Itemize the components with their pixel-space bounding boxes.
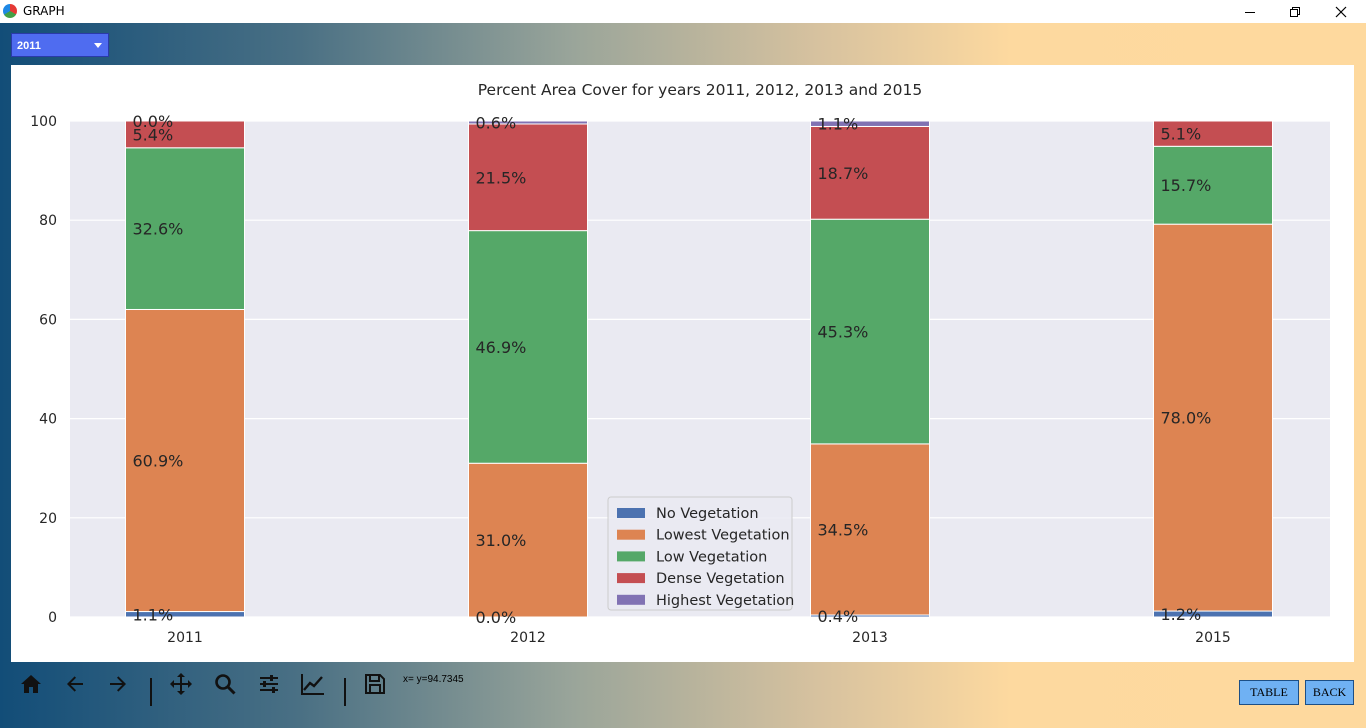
year-dropdown-value: 2011 — [17, 40, 41, 52]
data-label: 5.4% — [133, 125, 174, 144]
forward-arrow-icon — [110, 676, 126, 692]
y-tick-label: 40 — [39, 412, 57, 428]
legend-swatch — [617, 551, 645, 562]
toolbar-separator — [344, 678, 346, 706]
toolbar-separator — [150, 678, 152, 706]
bar-segment — [468, 120, 588, 125]
legend-swatch — [617, 594, 645, 605]
configure-subplots-button[interactable] — [255, 670, 283, 698]
data-label: 0.0% — [133, 112, 174, 131]
plot-panel: 0 20 40 60 80 100 Percent Area Cover for years… — [11, 65, 1354, 662]
data-label: 31.0% — [476, 531, 527, 550]
window-title: GRAPH — [23, 4, 65, 18]
coordinate-readout: x= y=94.7345 — [403, 674, 464, 685]
zoom-button[interactable] — [211, 670, 239, 698]
forward-button[interactable] — [104, 670, 132, 698]
legend-label: Dense Vegetation — [656, 571, 785, 587]
data-label: 78.0% — [1161, 409, 1212, 428]
legend-swatch — [617, 508, 645, 518]
legend-label: Lowest Vegetation — [656, 528, 790, 544]
x-tick-label: 2012 — [510, 630, 546, 646]
data-label: 0.6% — [476, 113, 517, 132]
bar-segment — [468, 230, 588, 464]
legend-label: No Vegetation — [656, 506, 759, 522]
legend-label: Highest Vegetation — [656, 593, 794, 609]
chart-title: Percent Area Cover for years 2011, 2012,… — [478, 81, 923, 99]
y-tick-label: 100 — [30, 114, 57, 130]
bar-segment — [125, 147, 245, 310]
bar-segment — [810, 218, 930, 445]
x-tick-label: 2013 — [852, 630, 888, 646]
data-label: 46.9% — [476, 338, 527, 357]
data-label: 21.5% — [476, 168, 527, 187]
bar-segment — [1153, 145, 1273, 225]
back-arrow-icon — [67, 676, 83, 692]
back-button[interactable] — [61, 670, 89, 698]
bar-segment — [1153, 120, 1273, 147]
back-button-text[interactable]: BACK — [1305, 680, 1354, 705]
pan-button[interactable] — [167, 670, 195, 698]
table-button[interactable]: TABLE — [1239, 680, 1299, 705]
data-label: 0.4% — [818, 607, 859, 626]
edit-axis-icon — [301, 674, 324, 695]
x-tick-label: 2011 — [167, 630, 203, 646]
data-label: 1.1% — [133, 605, 174, 624]
data-label: 5.1% — [1161, 125, 1202, 144]
y-tick-label: 20 — [39, 511, 57, 527]
title-bar: GRAPH — [0, 0, 1366, 23]
chart-svg: 0 20 40 60 80 100 Percent Area Cover for years… — [30, 81, 1330, 646]
close-icon — [1335, 6, 1347, 17]
data-label: 1.1% — [818, 115, 859, 134]
home-button[interactable] — [17, 670, 45, 698]
zoom-icon — [215, 674, 236, 695]
y-tick-label: 80 — [39, 213, 57, 229]
save-button[interactable] — [361, 670, 389, 698]
home-icon — [21, 675, 41, 693]
close-button[interactable] — [1318, 0, 1364, 23]
year-dropdown[interactable]: 2011 — [11, 33, 109, 57]
minimize-button[interactable] — [1227, 0, 1273, 23]
y-tick-label: 60 — [39, 312, 57, 328]
data-label: 32.6% — [133, 220, 184, 239]
data-label: 60.9% — [133, 452, 184, 471]
legend-swatch — [617, 573, 645, 584]
bar-segment — [125, 120, 245, 149]
pan-icon — [170, 673, 192, 695]
bar-segment — [1153, 223, 1273, 612]
restore-button[interactable] — [1272, 0, 1318, 23]
bar-segment — [468, 462, 588, 618]
chevron-down-icon — [94, 43, 102, 48]
data-label: 0.0% — [476, 608, 517, 627]
edit-axis-button[interactable] — [299, 670, 327, 698]
legend-box — [607, 496, 793, 611]
legend-label: Low Vegetation — [656, 549, 767, 565]
legend-swatch — [617, 529, 645, 540]
bar-segment — [125, 308, 245, 613]
save-icon — [365, 674, 385, 694]
y-tick-label: 0 — [48, 610, 57, 626]
minimize-icon — [1245, 11, 1255, 13]
bar-segment — [810, 443, 930, 616]
data-label: 34.5% — [818, 520, 869, 539]
data-label: 18.7% — [818, 164, 869, 183]
app-icon — [3, 4, 17, 18]
bar-segment — [810, 120, 930, 127]
x-tick-label: 2015 — [1195, 630, 1231, 646]
data-label: 1.2% — [1161, 605, 1202, 624]
bar-segment — [468, 123, 588, 232]
configure-subplots-icon — [260, 675, 278, 693]
data-label: 15.7% — [1161, 176, 1212, 195]
restore-icon — [1290, 6, 1300, 17]
data-label: 45.3% — [818, 323, 869, 342]
